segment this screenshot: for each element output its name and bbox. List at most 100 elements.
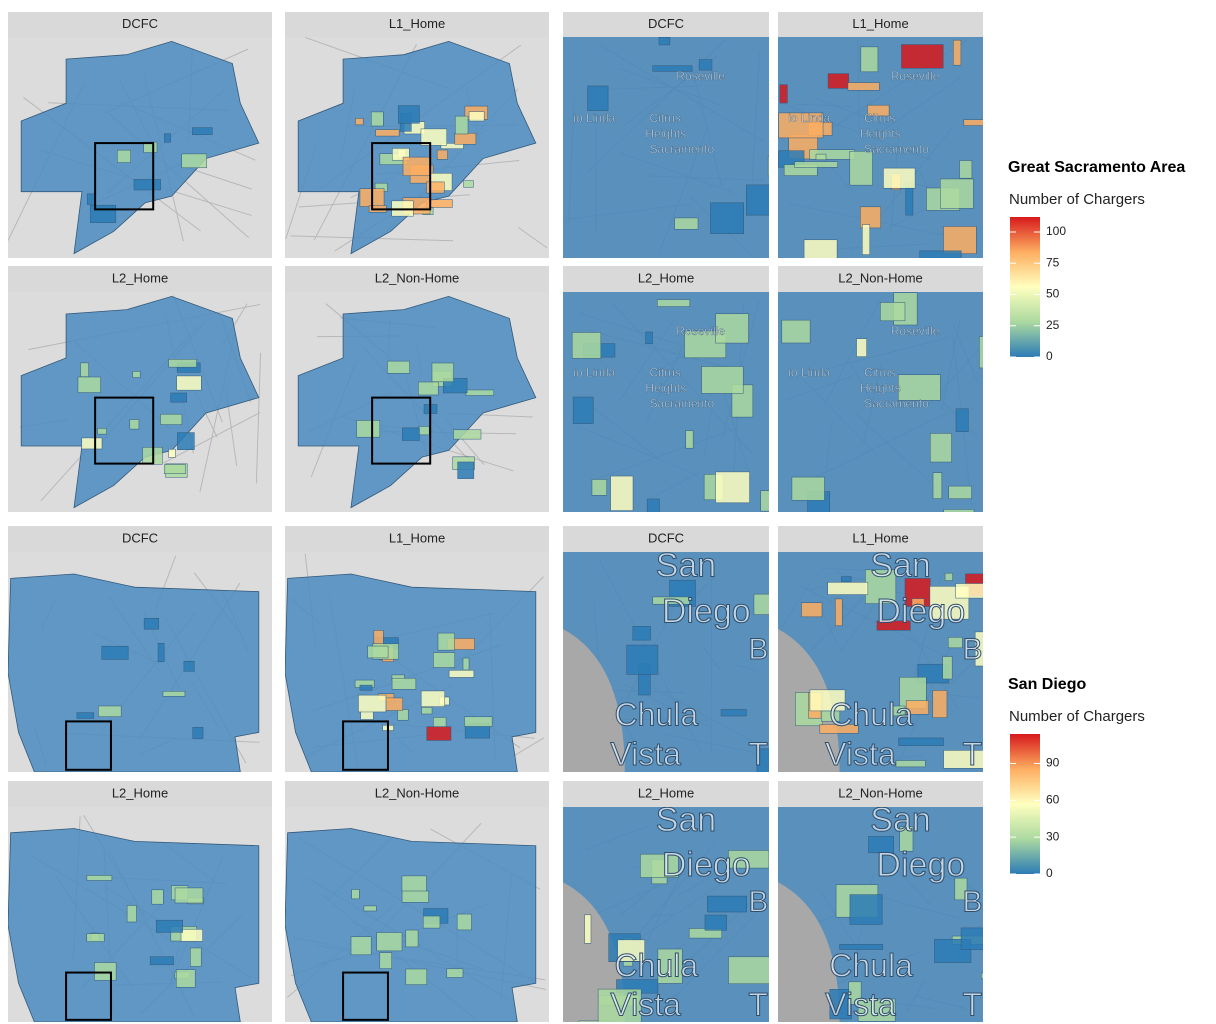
tract — [171, 393, 187, 402]
tract — [585, 915, 591, 943]
tract — [702, 367, 744, 394]
tract — [850, 151, 873, 185]
tract — [792, 477, 825, 500]
region-shape — [285, 574, 536, 772]
tract — [87, 194, 95, 205]
place-label: Heights — [645, 381, 686, 395]
tract — [87, 934, 104, 942]
map: RosevilleCitrusHeightsSacramentoio Linda — [778, 37, 985, 280]
map: RosevilleCitrusHeightsSacramentoio Linda — [563, 292, 798, 526]
tract — [182, 154, 207, 168]
tract — [175, 888, 203, 903]
tract — [572, 332, 601, 358]
place-label: Roseville — [891, 324, 940, 338]
tract — [193, 727, 203, 738]
tract — [455, 116, 468, 134]
legend: Great Sacramento AreaNumber of Chargers0… — [1008, 159, 1185, 363]
place-label: Citrus — [650, 111, 681, 125]
place-label: T — [963, 736, 983, 772]
tract — [386, 698, 403, 711]
tract — [780, 85, 788, 103]
place-label: Diego — [662, 593, 751, 631]
place-label: io Linda — [573, 111, 615, 125]
tract — [466, 390, 494, 396]
place-label: Vista — [610, 736, 681, 772]
map-panel: DCFC — [8, 12, 272, 258]
place-label: Vista — [610, 986, 681, 1022]
tract — [77, 713, 94, 719]
tract — [841, 577, 851, 582]
tract — [169, 359, 197, 367]
tract — [406, 969, 427, 985]
tract — [464, 181, 474, 188]
tract — [418, 382, 438, 395]
tract — [710, 203, 743, 234]
tract — [406, 930, 418, 947]
map-panel: L2_Non-HomeSanDiegoBoChulaVistaT — [778, 781, 1010, 1022]
tract — [458, 462, 474, 479]
tract — [78, 377, 101, 393]
tract — [158, 643, 164, 662]
tract — [402, 428, 419, 441]
legend-title: Number of Chargers — [1009, 191, 1145, 208]
tract — [177, 433, 194, 450]
tract — [848, 83, 880, 91]
tract — [901, 45, 943, 69]
map — [8, 807, 272, 1022]
tract — [133, 371, 140, 377]
tract — [127, 905, 136, 921]
tract — [896, 761, 925, 767]
legend: San DiegoNumber of Chargers0306090 — [1008, 676, 1145, 880]
tract — [177, 376, 202, 390]
map: SanDiegoBoChulaVistaT — [563, 546, 793, 779]
place-label: Roseville — [891, 69, 940, 83]
tract — [943, 657, 952, 679]
tract — [449, 670, 474, 677]
legend-tick-label: 60 — [1046, 792, 1060, 806]
panel-label: DCFC — [122, 16, 158, 31]
tract — [953, 40, 961, 65]
tract — [883, 168, 915, 188]
legend-tick-label: 100 — [1046, 224, 1066, 238]
tract — [899, 738, 944, 746]
tract — [948, 637, 962, 648]
legend-tick-label: 90 — [1046, 756, 1060, 770]
tract — [835, 599, 842, 626]
place-label: Chula — [615, 948, 699, 984]
map — [8, 37, 272, 258]
tract — [164, 134, 170, 142]
tract — [949, 486, 972, 499]
panel-label: L1_Home — [389, 16, 445, 31]
page: DCFCL1_HomeL2_HomeL2_Non-HomeDCFCRosevil… — [0, 0, 1216, 1024]
tract — [134, 179, 161, 190]
tract — [454, 430, 481, 439]
tract — [964, 120, 985, 126]
place-label: Heights — [860, 381, 901, 395]
place-label: Sacramento — [650, 142, 715, 156]
tract — [457, 914, 471, 930]
place-label: Heights — [860, 126, 901, 140]
tract — [117, 150, 130, 162]
tract — [176, 970, 195, 988]
tract — [426, 182, 444, 193]
place-label: Sacramento — [864, 142, 929, 156]
tract — [707, 896, 746, 912]
legend-tick-label: 30 — [1046, 829, 1060, 843]
tract — [161, 414, 182, 424]
tract — [960, 161, 972, 179]
panel-label: L2_Non-Home — [838, 785, 923, 800]
tract — [705, 915, 727, 930]
place-label: Chula — [615, 696, 699, 732]
tract — [933, 473, 942, 499]
place-label: T — [748, 736, 768, 772]
tract — [816, 154, 826, 160]
tract — [181, 929, 203, 941]
tract — [573, 397, 593, 424]
place-label: Heights — [645, 126, 686, 140]
tract — [981, 973, 1010, 979]
tract — [82, 438, 102, 449]
tract — [419, 426, 429, 434]
tract — [729, 957, 772, 984]
